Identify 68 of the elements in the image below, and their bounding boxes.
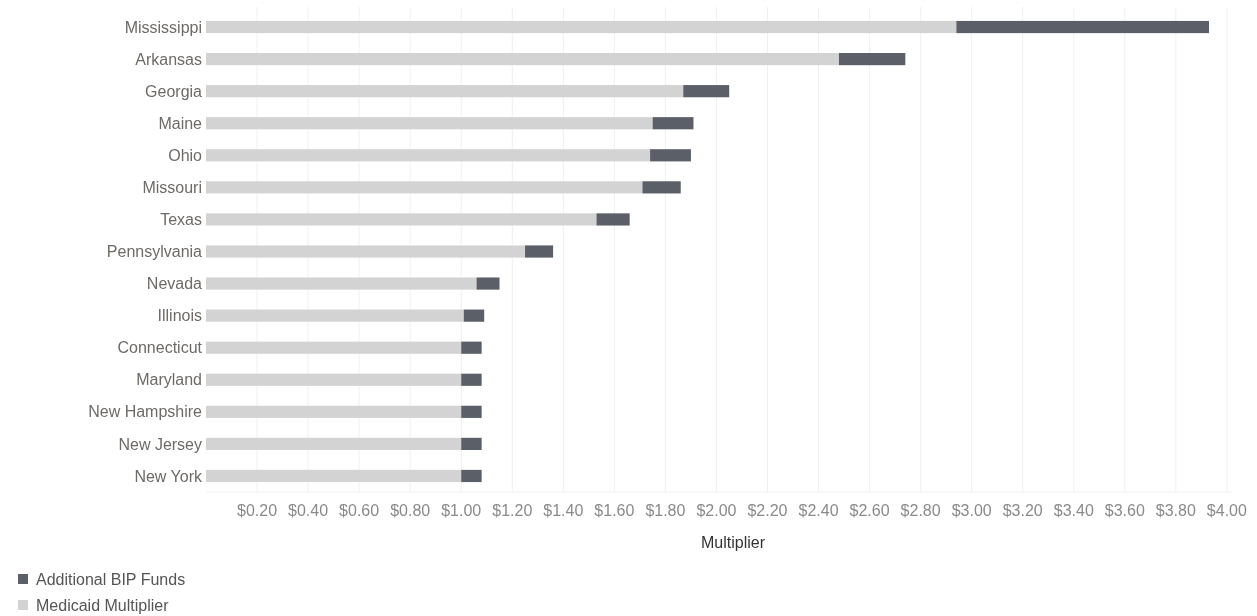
bar <box>206 341 462 354</box>
y-tick-label: Connecticut <box>117 339 203 357</box>
bar <box>206 437 462 450</box>
bar <box>461 469 482 483</box>
bar <box>461 373 482 386</box>
bar <box>206 53 839 66</box>
x-tick-label: $3.00 <box>951 502 992 519</box>
bar <box>596 213 630 226</box>
y-tick-label: Mississippi <box>124 18 202 36</box>
y-tick-label: Maryland <box>136 371 202 389</box>
y-tick-label: Missouri <box>142 178 202 196</box>
x-tick-label: $3.40 <box>1053 502 1094 519</box>
bar <box>206 469 462 483</box>
bar <box>206 85 684 98</box>
x-tick-label: $2.00 <box>696 502 737 519</box>
x-tick-label: $1.40 <box>543 502 584 519</box>
bar <box>652 117 694 130</box>
bar <box>650 149 691 162</box>
bar <box>206 373 462 386</box>
x-tick-label: $3.60 <box>1104 502 1145 519</box>
x-tick-label: $1.00 <box>441 502 482 519</box>
bar <box>206 405 462 418</box>
x-tick-label: $0.80 <box>390 502 431 519</box>
bar <box>463 309 485 322</box>
y-tick-label: New York <box>134 467 203 485</box>
bar <box>206 277 477 290</box>
x-tick-label: $2.60 <box>849 502 890 519</box>
bar <box>461 405 482 418</box>
x-tick-label: $1.20 <box>492 502 533 519</box>
bar <box>683 85 730 98</box>
y-tick-label: Texas <box>160 211 202 229</box>
x-tick-label: $0.40 <box>288 502 329 519</box>
y-tick-label: Georgia <box>145 82 203 100</box>
x-tick-label: $3.20 <box>1002 502 1043 519</box>
bar <box>206 20 957 34</box>
bar <box>461 437 482 450</box>
bar <box>461 341 482 354</box>
bar <box>206 181 643 194</box>
x-tick-label: $0.60 <box>339 502 380 519</box>
legend-label: Additional BIP Funds <box>36 570 186 588</box>
y-tick-label: Pennsylvania <box>106 243 203 261</box>
y-tick-label: New Jersey <box>118 435 202 453</box>
x-tick-label: $0.20 <box>237 502 278 519</box>
x-tick-label: $4.00 <box>1206 502 1248 519</box>
y-tick-label: New Hampshire <box>88 403 203 421</box>
legend-label: Medicaid Multiplier <box>36 596 170 614</box>
x-tick-label: $3.80 <box>1155 502 1196 519</box>
x-axis-title: Multiplier <box>700 534 766 551</box>
bar <box>476 277 500 290</box>
x-tick-label: $1.60 <box>594 502 635 519</box>
x-tick-label: $2.40 <box>798 502 839 519</box>
bar <box>206 213 597 226</box>
bar <box>206 149 651 162</box>
x-tick-label: $2.20 <box>747 502 788 519</box>
bar <box>206 309 464 322</box>
y-tick-label: Maine <box>158 114 203 132</box>
bar <box>525 245 554 258</box>
bar <box>206 245 526 258</box>
y-tick-label: Arkansas <box>135 50 202 68</box>
y-tick-label: Nevada <box>146 275 203 293</box>
bar <box>206 117 653 130</box>
bar <box>642 181 681 194</box>
bar <box>956 20 1210 34</box>
y-tick-label: Ohio <box>168 146 203 164</box>
x-tick-label: $1.80 <box>645 502 686 519</box>
y-tick-label: Illinois <box>157 307 202 325</box>
bar <box>838 53 906 66</box>
x-tick-label: $2.80 <box>900 502 941 519</box>
